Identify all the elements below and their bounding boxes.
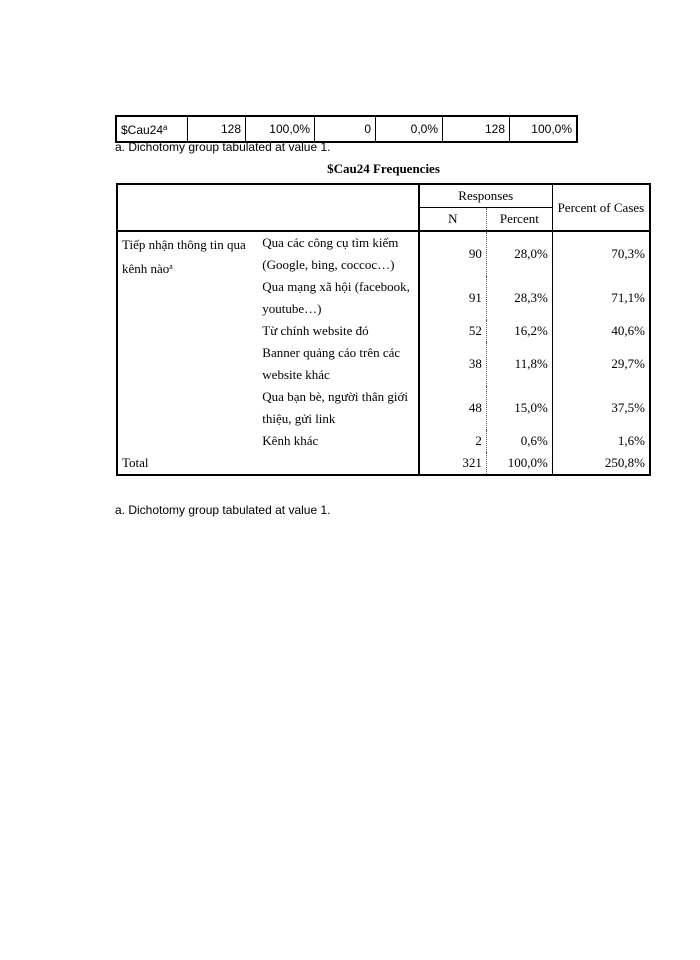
table-row: Kênh khác 2 0,6% 1,6% [117,430,650,452]
table-cell: 70,3% [551,231,650,276]
header-cell: N [417,207,487,232]
table-cell: Qua bạn bè, người thân giới thiệu, gửi l… [262,389,409,426]
footnote: a. Dichotomy group tabulated at value 1. [115,140,331,154]
table-cell: 11,8% [485,342,553,386]
header-cell: Percent [485,207,553,232]
cell-text: 100,0% [531,122,572,136]
table-cell: Qua mạng xã hội (facebook, youtube…) [262,279,410,316]
table-cell: Qua các công cụ tìm kiếm (Google, bing, … [262,235,399,272]
table-cell: $Cau24a [115,116,188,142]
table-cell: 37,5% [551,386,650,430]
table-row: Qua mạng xã hội (facebook, youtube…) 91 28… [117,276,650,320]
table-cell: Banner quảng cáo trên các website khác [262,345,401,382]
table-cell: 0 [314,116,376,142]
table-cell: 38 [417,342,487,386]
table-cell: 91 [417,276,487,320]
table-cell: 0,0% [375,116,443,142]
cell-text: 0 [364,122,371,136]
table-cell: 48 [417,386,487,430]
table-cell: 28,3% [485,276,553,320]
total-row: Total 321 100,0% 250,8% [117,452,650,475]
table-cell: 2 [417,430,487,452]
row-label: Tiếp nhận thông tin qua kênh nàoa [117,231,258,452]
cell-text: Tiếp nhận thông tin qua kênh nào [122,237,246,276]
table-row: Banner quảng cáo trên các website khác 38… [117,342,650,386]
summary-table: $Cau24a 128 100,0% 0 0,0% 128 100,0% [115,115,578,143]
cell-text: 0,0% [410,122,438,136]
table-cell: Từ chính website đó [262,323,369,338]
table-cell: Kênh khác [262,433,319,448]
table-row: Qua bạn bè, người thân giới thiệu, gửi l… [117,386,650,430]
footnote-marker: a [163,123,168,132]
cell-text: 100,0% [269,122,310,136]
table-row: $Cau24a 128 100,0% 0 0,0% 128 100,0% [115,116,577,142]
table-cell: 250,8% [551,452,650,475]
table-cell: 128 [187,116,246,142]
table-cell: 15,0% [485,386,553,430]
frequency-table: Responses Percent of Cases N Percent Tiế… [116,183,651,476]
cell-text: $Cau24 [121,123,164,137]
table-cell: 100,0% [245,116,315,142]
footnote: a. Dichotomy group tabulated at value 1. [115,503,331,517]
table-cell: 0,6% [485,430,553,452]
table-cell: Total [122,455,149,470]
table-cell: 40,6% [551,320,650,342]
table-cell: 100,0% [509,116,577,142]
header-cell: Percent of Cases [551,184,650,232]
table-cell: 128 [442,116,510,142]
table-cell: 321 [417,452,487,475]
table-cell: 1,6% [551,430,650,452]
table-cell: 90 [417,231,487,276]
table-cell: 29,7% [551,342,650,386]
table-row: Từ chính website đó 52 16,2% 40,6% [117,320,650,342]
table-cell: 100,0% [485,452,553,475]
footnote-marker: a [169,262,173,271]
cell-text: 128 [220,122,241,136]
table-row: Tiếp nhận thông tin qua kênh nàoa Qua các… [117,231,650,276]
cell-text: 128 [484,122,505,136]
table-cell: 16,2% [485,320,553,342]
table-cell: 71,1% [551,276,650,320]
header-cell: Responses [417,184,553,208]
table-title: $Cau24 Frequencies [327,161,440,176]
table-cell: 28,0% [485,231,553,276]
table-cell: 52 [417,320,487,342]
header-empty [117,184,419,232]
